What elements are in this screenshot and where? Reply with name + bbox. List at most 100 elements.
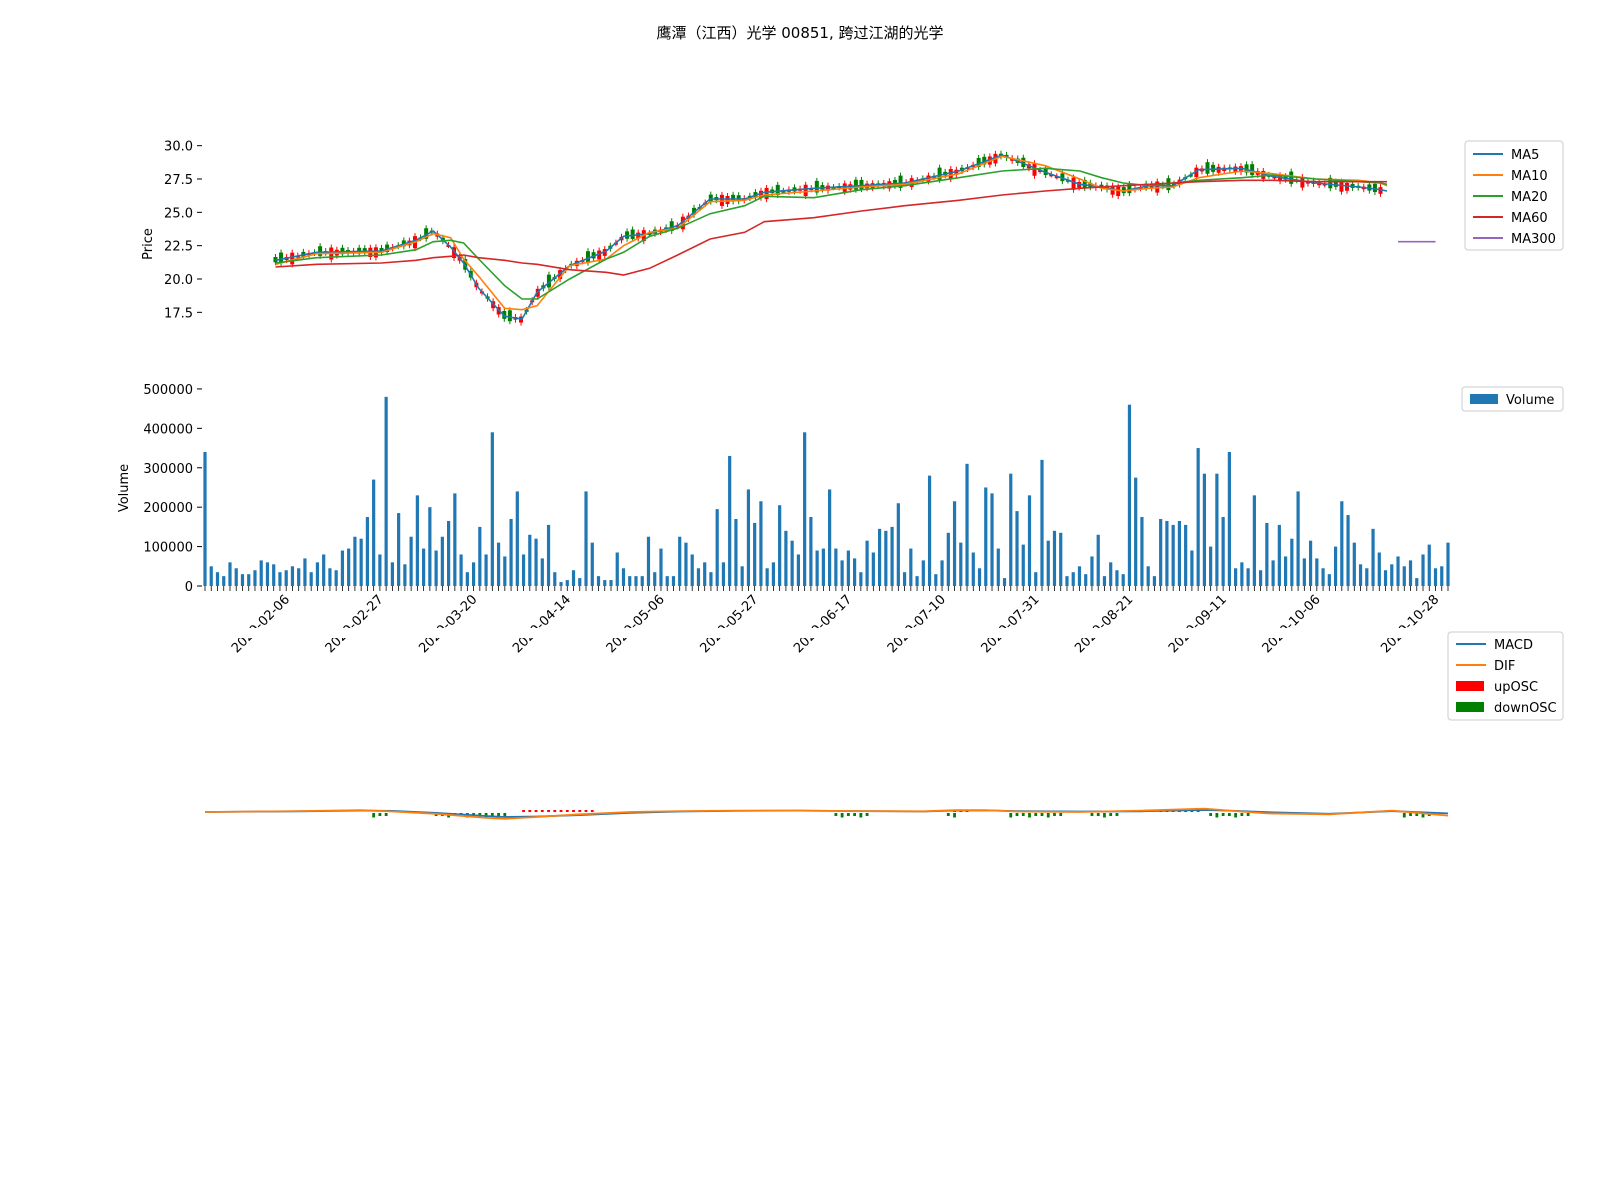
- osc-up-bar: [547, 810, 550, 812]
- volume-bar: [1358, 564, 1363, 586]
- volume-bar: [921, 560, 925, 586]
- volume-bar: [209, 566, 213, 586]
- volume-bar: [778, 505, 782, 586]
- volume-bar: [378, 554, 382, 586]
- legend-entry-downosc: downOSC: [1494, 701, 1557, 716]
- volume-bar: [590, 542, 594, 586]
- price-y-tick-label: 27.5: [164, 173, 193, 188]
- volume-bar: [215, 572, 220, 586]
- osc-up-bar: [534, 810, 538, 812]
- volume-bar: [634, 576, 638, 586]
- volume-x-tick-label: 2020-05-27: [697, 592, 761, 656]
- volume-bar: [1259, 570, 1263, 586]
- volume-bar: [559, 582, 563, 586]
- volume-bar: [534, 538, 538, 586]
- volume-bar: [596, 576, 601, 586]
- volume-bar: [1165, 520, 1169, 586]
- volume-bar: [284, 570, 288, 586]
- volume-bar: [1159, 519, 1163, 586]
- volume-bar: [434, 550, 438, 586]
- volume-bar: [1302, 558, 1306, 586]
- candle-body: [1082, 179, 1087, 188]
- volume-bar: [234, 568, 238, 586]
- candle-body: [1300, 176, 1305, 188]
- candle-body: [669, 221, 674, 232]
- volume-bar: [1065, 576, 1069, 586]
- volume-bar: [584, 491, 588, 586]
- candle-body: [1339, 181, 1344, 192]
- volume-bar: [1152, 576, 1157, 586]
- price-y-axis-label: Price: [141, 228, 156, 260]
- volume-bar: [1115, 570, 1119, 586]
- volume-bar: [1015, 511, 1019, 586]
- volume-bar: [1177, 520, 1182, 586]
- series-ma20-line: [275, 167, 1388, 300]
- candle-body: [1250, 164, 1255, 176]
- volume-bar: [571, 570, 576, 586]
- volume-bar: [1096, 534, 1100, 586]
- osc-down-bar: [1040, 813, 1044, 816]
- volume-x-tick-label: 2020-06-17: [791, 592, 855, 656]
- candle-body: [1060, 173, 1065, 182]
- osc-down-bar: [1059, 813, 1063, 816]
- candle-body: [290, 252, 295, 265]
- volume-bar: [1440, 566, 1444, 586]
- volume-bar: [1071, 572, 1075, 586]
- volume-bar: [765, 568, 769, 586]
- osc-down-bar: [1053, 813, 1056, 816]
- volume-bar: [990, 493, 994, 586]
- volume-bar: [1446, 542, 1450, 586]
- volume-x-tick-label: 2020-02-06: [229, 592, 293, 656]
- volume-bar: [1234, 568, 1238, 586]
- osc-up-bar: [522, 810, 525, 812]
- volume-bar: [715, 509, 719, 586]
- volume-bar: [1077, 566, 1082, 586]
- volume-bar: [315, 562, 320, 586]
- volume-bar: [815, 550, 819, 586]
- volume-y-tick-label: 200000: [143, 501, 193, 516]
- legend-entry-ma10: MA10: [1511, 169, 1548, 184]
- candle-body: [731, 194, 736, 202]
- osc-down-bar: [953, 813, 956, 818]
- volume-bar: [884, 530, 888, 586]
- osc-down-bar: [840, 813, 844, 818]
- legend-entry-uposc: upOSC: [1494, 680, 1538, 695]
- volume-bar: [609, 580, 613, 586]
- osc-down-bar: [846, 813, 850, 816]
- volume-bar: [1109, 562, 1113, 586]
- candle-body: [1049, 174, 1054, 177]
- legend-entry-ma300: MA300: [1511, 232, 1556, 247]
- volume-panel: 0 100000 200000 300000 400000 500000 Volume 202…: [0, 383, 1600, 656]
- osc-down-bar: [1009, 813, 1013, 818]
- volume-bar: [846, 550, 850, 586]
- volume-bar: [915, 576, 919, 586]
- volume-y-tick-label: 100000: [143, 541, 193, 556]
- volume-bar: [521, 554, 526, 586]
- volume-bar: [1365, 568, 1369, 586]
- volume-bar: [859, 572, 863, 586]
- osc-down-bar: [503, 813, 507, 818]
- candle-body: [586, 251, 591, 263]
- volume-bar: [1315, 558, 1319, 586]
- legend-entry-macd: MACD: [1494, 638, 1533, 653]
- volume-bar: [1171, 524, 1175, 586]
- volume-bar: [1371, 528, 1375, 586]
- volume-bar: [228, 562, 232, 586]
- volume-bar: [1340, 501, 1344, 586]
- volume-bar: [1146, 566, 1150, 586]
- volume-bar: [809, 517, 813, 586]
- volume-bar: [1084, 574, 1088, 586]
- candle-body: [1205, 162, 1210, 174]
- volume-bar: [384, 396, 388, 586]
- volume-bar: [490, 432, 494, 586]
- volume-bar: [1308, 540, 1313, 586]
- volume-x-tick-label: 2020-03-20: [416, 592, 480, 656]
- candle-body: [1155, 181, 1160, 193]
- tick-label-mask: [0, 628, 1600, 638]
- volume-bar: [309, 572, 313, 586]
- osc-down-bar: [834, 813, 838, 816]
- macd-legend: [1447, 631, 1564, 721]
- volume-bar: [465, 572, 469, 586]
- osc-down-bar: [490, 813, 494, 816]
